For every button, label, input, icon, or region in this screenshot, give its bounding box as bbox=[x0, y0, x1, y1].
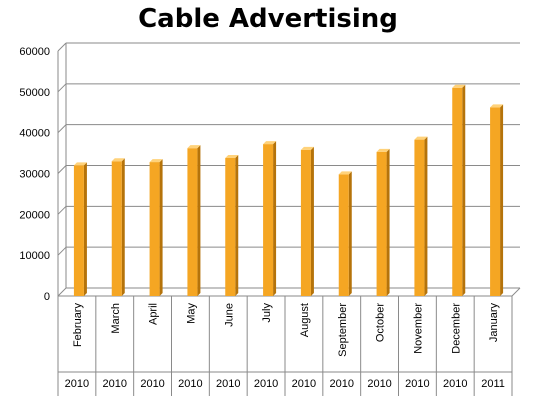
bar-side bbox=[121, 158, 125, 296]
x-year-label: 2010 bbox=[103, 378, 127, 390]
grid-layer bbox=[57, 42, 520, 297]
x-year-label: 2010 bbox=[330, 378, 354, 390]
y-tick-label: 10000 bbox=[19, 250, 50, 262]
bar bbox=[490, 104, 504, 296]
bar-top bbox=[225, 154, 239, 158]
bar-front bbox=[376, 151, 387, 296]
x-year-label: 2010 bbox=[178, 378, 202, 390]
bars-layer bbox=[73, 84, 504, 296]
bar-front bbox=[73, 165, 84, 296]
x-category-label: March bbox=[110, 303, 122, 334]
gridline-diagonal bbox=[57, 124, 67, 134]
bar-side bbox=[348, 171, 352, 296]
y-tick-label: 0 bbox=[44, 291, 50, 303]
x-category-label: July bbox=[261, 303, 273, 323]
bar bbox=[149, 159, 163, 296]
x-year-label: 2010 bbox=[254, 378, 278, 390]
bar-side bbox=[273, 141, 277, 296]
bar-top bbox=[414, 136, 428, 140]
bar-side bbox=[235, 154, 239, 296]
x-year-label: 2010 bbox=[405, 378, 429, 390]
x-category-label: April bbox=[148, 303, 160, 325]
bar-top bbox=[149, 159, 163, 163]
bar-top bbox=[338, 171, 352, 175]
bar-top bbox=[452, 84, 466, 88]
x-year-label: 2010 bbox=[216, 378, 240, 390]
bar-front bbox=[490, 107, 501, 296]
bar-top bbox=[490, 104, 504, 108]
x-category-label: September bbox=[337, 303, 349, 357]
bar bbox=[414, 136, 428, 296]
bar bbox=[73, 162, 87, 296]
x-category-label: November bbox=[412, 303, 424, 354]
labels-layer: 0 10000 20000 30000 40000 50000 60000 February 2… bbox=[19, 46, 505, 390]
gridline-diagonal bbox=[57, 83, 67, 93]
bar-front bbox=[414, 139, 425, 296]
y-tick-label: 20000 bbox=[19, 209, 50, 221]
gridline-diagonal bbox=[57, 287, 67, 297]
bar-side bbox=[83, 162, 87, 296]
x-axis-right-edge bbox=[511, 287, 521, 297]
gridline-diagonal bbox=[57, 165, 67, 174]
bar-side bbox=[500, 104, 504, 296]
bar-front bbox=[263, 144, 274, 296]
bar bbox=[300, 146, 314, 296]
gridline-diagonal bbox=[57, 42, 67, 52]
bar-top bbox=[263, 141, 277, 145]
gridline-diagonal bbox=[57, 246, 67, 256]
y-tick-label: 60000 bbox=[19, 46, 50, 58]
x-year-label: 2010 bbox=[367, 378, 391, 390]
bar-front bbox=[149, 162, 160, 296]
bar bbox=[187, 145, 201, 296]
bar bbox=[338, 171, 352, 296]
x-year-label: 2010 bbox=[443, 378, 467, 390]
x-year-label: 2010 bbox=[292, 378, 316, 390]
y-tick-label: 50000 bbox=[19, 87, 50, 99]
bar-side bbox=[310, 146, 314, 296]
bar-top bbox=[376, 148, 390, 152]
y-tick-label: 40000 bbox=[19, 128, 50, 140]
bar bbox=[452, 84, 466, 296]
x-category-label: February bbox=[72, 303, 84, 348]
x-year-label: 2011 bbox=[481, 378, 505, 390]
x-category-label: January bbox=[488, 303, 500, 343]
bar bbox=[263, 141, 277, 296]
bar-front bbox=[338, 174, 349, 296]
bar-side bbox=[386, 148, 390, 296]
bar-side bbox=[462, 84, 466, 296]
bar-top bbox=[73, 162, 87, 166]
bar-front bbox=[300, 149, 311, 296]
axis-layer bbox=[57, 43, 521, 396]
x-year-label: 2010 bbox=[65, 378, 89, 390]
bar-top bbox=[300, 146, 314, 150]
x-year-label: 2010 bbox=[140, 378, 164, 390]
bar-side bbox=[197, 145, 201, 296]
bar-side bbox=[424, 136, 428, 296]
bar bbox=[111, 158, 125, 296]
bar-front bbox=[187, 148, 198, 296]
bar-front bbox=[225, 157, 236, 296]
x-category-label: December bbox=[450, 303, 462, 354]
bar bbox=[225, 154, 239, 296]
bar-side bbox=[159, 159, 163, 296]
bar-top bbox=[187, 145, 201, 149]
x-category-label: August bbox=[299, 303, 311, 337]
gridline-diagonal bbox=[57, 205, 67, 215]
chart-title: Cable Advertising bbox=[138, 4, 398, 34]
x-category-label: May bbox=[185, 303, 197, 324]
bar-front bbox=[452, 87, 463, 296]
x-category-label: June bbox=[223, 303, 235, 327]
x-category-label: October bbox=[375, 303, 387, 342]
bar-front bbox=[111, 161, 122, 296]
bar-top bbox=[111, 158, 125, 162]
y-tick-label: 30000 bbox=[19, 169, 50, 181]
bar bbox=[376, 148, 390, 296]
